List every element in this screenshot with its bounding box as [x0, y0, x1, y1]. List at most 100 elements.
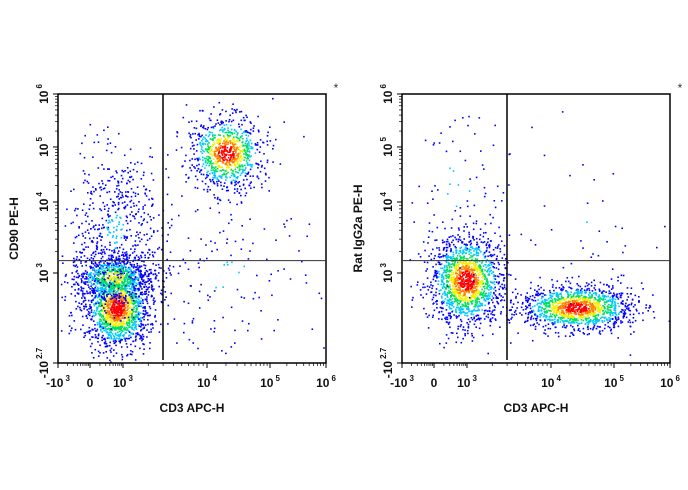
event-dot: [90, 285, 92, 287]
event-dot: [158, 266, 161, 269]
event-dot: [133, 265, 135, 268]
event-dot: [491, 287, 493, 289]
event-dot: [211, 155, 214, 157]
event-dot: [483, 318, 486, 320]
event-dot: [490, 313, 492, 315]
event-dot: [234, 171, 237, 173]
event-dot: [99, 252, 102, 254]
event-dot: [458, 289, 460, 291]
event-dot: [214, 174, 216, 177]
event-dot: [115, 256, 118, 259]
event-dot: [460, 262, 462, 264]
event-dot: [198, 132, 200, 135]
event-dot: [144, 310, 147, 312]
event-dot: [103, 342, 106, 344]
event-dot: [225, 140, 227, 143]
y-tick-label: 104: [35, 192, 51, 212]
event-dot: [503, 244, 506, 247]
event-dot: [107, 304, 109, 307]
event-dot: [125, 268, 127, 271]
event-dot: [208, 142, 210, 144]
event-dot: [185, 173, 187, 176]
event-dot: [106, 226, 108, 229]
event-dot: [143, 274, 146, 276]
event-dot: [112, 335, 115, 337]
event-dot: [93, 310, 96, 312]
event-dot: [142, 275, 145, 277]
event-dot: [120, 196, 123, 199]
event-dot: [485, 315, 488, 318]
event-dot: [125, 255, 128, 257]
event-dot: [143, 279, 145, 281]
event-dot: [129, 320, 131, 323]
event-dot: [460, 251, 462, 254]
event-dot: [238, 159, 241, 161]
event-dot: [235, 176, 237, 179]
event-dot: [232, 156, 235, 159]
event-dot: [117, 268, 119, 271]
event-dot: [152, 273, 155, 276]
event-dot: [94, 324, 96, 326]
event-dot: [107, 262, 110, 265]
event-dot: [222, 142, 224, 145]
event-dot: [201, 109, 204, 112]
event-dot: [121, 289, 123, 291]
event-dot: [475, 280, 477, 283]
event-dot: [123, 327, 126, 330]
event-dot: [461, 276, 464, 278]
event-dot: [136, 278, 138, 280]
event-dot: [450, 235, 452, 238]
event-dot: [104, 310, 106, 312]
event-dot: [96, 328, 99, 331]
event-dot: [463, 243, 466, 246]
event-dot: [103, 295, 106, 297]
event-dot: [103, 251, 106, 253]
event-dot: [192, 342, 194, 344]
event-dot: [86, 180, 89, 183]
event-dot: [106, 294, 108, 296]
event-dot: [118, 207, 120, 210]
event-dot: [471, 270, 474, 272]
event-dot: [114, 242, 116, 244]
x-tick-label: 10 5: [260, 374, 280, 390]
event-dot: [93, 304, 96, 307]
event-dot: [435, 272, 437, 275]
event-dot: [90, 311, 93, 313]
event-dot: [86, 290, 88, 293]
event-dot: [119, 333, 122, 335]
event-dot: [441, 263, 443, 265]
event-dot: [469, 256, 471, 259]
event-dot: [113, 349, 115, 351]
event-dot: [128, 322, 131, 325]
event-dot: [464, 257, 466, 260]
event-dot: [103, 310, 105, 313]
event-dot: [80, 252, 82, 254]
event-dot: [238, 137, 240, 140]
event-dot: [467, 269, 470, 271]
event-dot: [425, 293, 428, 295]
event-dot: [263, 167, 266, 170]
event-dot: [146, 221, 149, 224]
event-dot: [478, 283, 481, 286]
event-dot: [120, 320, 122, 322]
event-dot: [475, 315, 477, 317]
event-dot: [476, 302, 478, 305]
event-dot: [135, 332, 137, 335]
event-dot: [111, 254, 114, 257]
event-dot: [133, 308, 135, 310]
event-dot: [96, 322, 99, 324]
event-dot: [440, 274, 443, 277]
event-dot: [194, 210, 197, 213]
event-dot: [218, 149, 220, 151]
event-dot: [250, 181, 252, 183]
event-dot: [210, 240, 212, 243]
event-dot: [124, 317, 126, 319]
event-dot: [78, 226, 80, 228]
event-dot: [481, 302, 483, 305]
event-dot: [123, 308, 125, 311]
event-dot: [120, 308, 122, 311]
event-dot: [114, 318, 117, 320]
event-dot: [481, 293, 484, 295]
event-dot: [477, 317, 480, 320]
event-dot: [71, 278, 74, 281]
